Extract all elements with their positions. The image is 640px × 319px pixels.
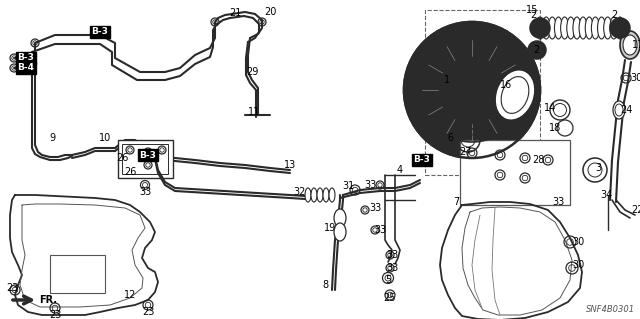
Ellipse shape — [323, 188, 329, 202]
Text: 11: 11 — [248, 107, 260, 117]
Circle shape — [530, 18, 550, 38]
Ellipse shape — [305, 188, 311, 202]
Text: 33: 33 — [139, 187, 151, 197]
Text: 12: 12 — [124, 290, 136, 300]
Text: 27: 27 — [459, 147, 471, 157]
Text: 3: 3 — [595, 163, 601, 173]
Text: 28: 28 — [532, 155, 544, 165]
Text: 6: 6 — [447, 133, 453, 143]
Ellipse shape — [495, 70, 535, 120]
Text: 25: 25 — [384, 293, 396, 303]
Text: 23: 23 — [142, 307, 154, 317]
Ellipse shape — [591, 17, 600, 39]
Ellipse shape — [554, 103, 566, 116]
Ellipse shape — [610, 17, 618, 39]
Text: 7: 7 — [453, 197, 459, 207]
Text: 30: 30 — [572, 260, 584, 270]
Text: B-3: B-3 — [92, 27, 108, 36]
Text: 20: 20 — [264, 7, 276, 17]
Ellipse shape — [561, 17, 568, 39]
Ellipse shape — [615, 104, 623, 116]
Text: 33: 33 — [369, 203, 381, 213]
Ellipse shape — [495, 70, 535, 120]
Text: 33: 33 — [386, 250, 398, 260]
Bar — [118, 140, 173, 178]
Ellipse shape — [317, 188, 323, 202]
Text: 19: 19 — [324, 223, 336, 233]
Bar — [122, 144, 168, 174]
Circle shape — [610, 18, 630, 38]
Text: 21: 21 — [229, 8, 241, 18]
Text: B-4: B-4 — [17, 63, 35, 72]
Ellipse shape — [613, 101, 625, 119]
Text: 33: 33 — [364, 180, 376, 190]
Text: 26: 26 — [124, 167, 136, 177]
Ellipse shape — [579, 17, 587, 39]
Text: 4: 4 — [397, 165, 403, 175]
Text: 17: 17 — [632, 40, 640, 50]
Ellipse shape — [598, 17, 605, 39]
Ellipse shape — [616, 17, 624, 39]
Text: 30: 30 — [572, 237, 584, 247]
Ellipse shape — [623, 35, 637, 55]
Ellipse shape — [501, 77, 529, 113]
Text: 2: 2 — [611, 10, 617, 20]
Text: 5: 5 — [385, 275, 391, 285]
Text: 23: 23 — [49, 310, 61, 319]
Ellipse shape — [329, 188, 335, 202]
Text: 33: 33 — [386, 263, 398, 273]
Text: 14: 14 — [544, 103, 556, 113]
Text: 34: 34 — [600, 190, 612, 200]
Ellipse shape — [554, 17, 563, 39]
Text: 23: 23 — [6, 283, 18, 293]
Text: 29: 29 — [246, 67, 258, 77]
Circle shape — [528, 41, 546, 59]
Ellipse shape — [311, 188, 317, 202]
Text: 18: 18 — [549, 123, 561, 133]
Text: B-3: B-3 — [413, 155, 431, 165]
Bar — [50, 255, 105, 293]
Text: 33: 33 — [374, 225, 386, 235]
Text: 15: 15 — [526, 5, 538, 15]
Text: 24: 24 — [620, 105, 632, 115]
Text: FR.: FR. — [39, 295, 57, 305]
Text: 10: 10 — [99, 133, 111, 143]
Text: 26: 26 — [116, 153, 128, 163]
Text: 2: 2 — [530, 10, 536, 20]
Text: 9: 9 — [49, 133, 55, 143]
Bar — [425, 10, 540, 175]
Text: 31: 31 — [342, 181, 354, 191]
Text: 16: 16 — [500, 80, 512, 90]
Ellipse shape — [536, 17, 544, 39]
Bar — [460, 140, 570, 205]
Text: 33: 33 — [552, 197, 564, 207]
Text: 13: 13 — [284, 160, 296, 170]
Text: 32: 32 — [294, 187, 306, 197]
Ellipse shape — [548, 17, 556, 39]
Text: 1: 1 — [444, 75, 450, 85]
Circle shape — [404, 22, 540, 158]
Ellipse shape — [334, 223, 346, 241]
Text: 22: 22 — [632, 205, 640, 215]
Ellipse shape — [334, 209, 346, 227]
Ellipse shape — [585, 17, 593, 39]
Ellipse shape — [550, 100, 570, 120]
Text: 2: 2 — [533, 45, 539, 55]
Text: B-3: B-3 — [17, 54, 35, 63]
Ellipse shape — [573, 17, 581, 39]
Ellipse shape — [620, 31, 640, 59]
Text: 30: 30 — [630, 73, 640, 83]
Text: B-3: B-3 — [140, 151, 156, 160]
Ellipse shape — [567, 17, 575, 39]
Ellipse shape — [542, 17, 550, 39]
Text: SNF4B0301: SNF4B0301 — [586, 305, 635, 314]
Text: 8: 8 — [322, 280, 328, 290]
Ellipse shape — [604, 17, 612, 39]
Ellipse shape — [557, 120, 573, 136]
